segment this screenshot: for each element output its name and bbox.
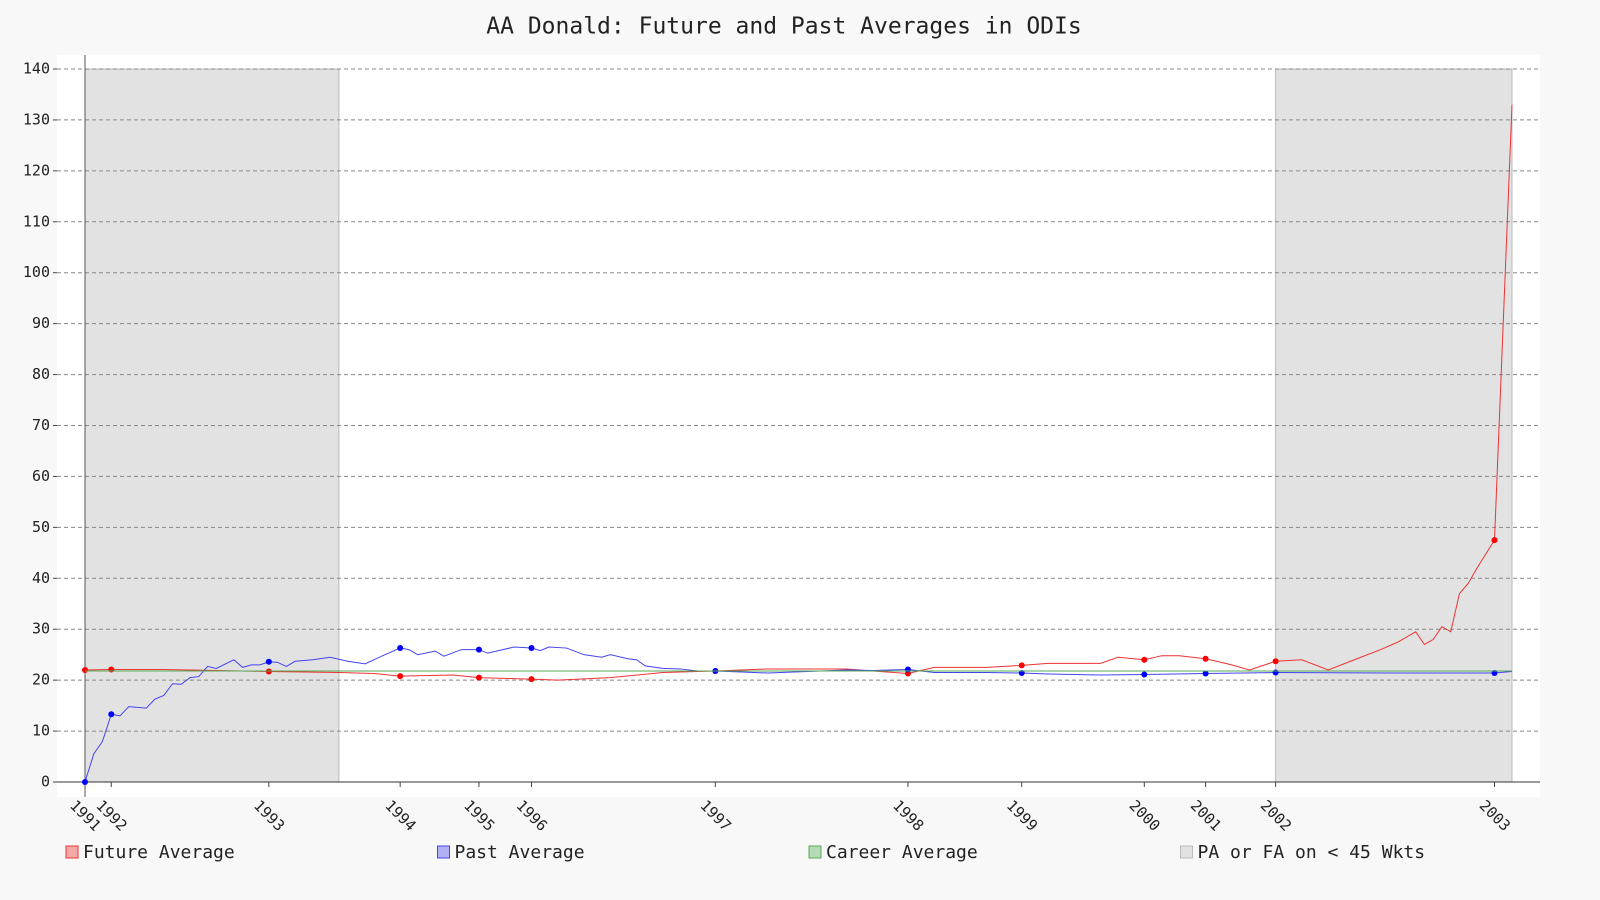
series-marker xyxy=(475,646,482,653)
y-tick-label: 50 xyxy=(32,518,50,536)
x-tick-label: 1993 xyxy=(250,797,288,835)
legend-label: Past Average xyxy=(455,842,585,863)
series-marker xyxy=(265,668,272,675)
series-marker xyxy=(1202,670,1209,677)
y-tick-label: 90 xyxy=(32,314,50,332)
x-tick-label: 1994 xyxy=(381,797,419,835)
y-tick-label: 70 xyxy=(32,416,50,434)
series-marker xyxy=(1141,656,1148,663)
series-marker xyxy=(265,658,272,665)
x-tick-label: 1998 xyxy=(889,797,927,835)
series-marker xyxy=(1018,670,1025,677)
y-tick-label: 30 xyxy=(32,620,50,638)
series-marker xyxy=(904,666,911,673)
x-tick-label: 2002 xyxy=(1257,797,1295,835)
series-marker xyxy=(397,645,404,652)
y-tick-label: 20 xyxy=(32,671,50,689)
y-tick-label: 40 xyxy=(32,569,50,587)
y-tick-label: 140 xyxy=(23,60,50,78)
series-marker xyxy=(1202,655,1209,662)
chart-title: AA Donald: Future and Past Averages in O… xyxy=(486,14,1081,40)
x-tick-label: 1995 xyxy=(460,797,498,835)
y-tick-label: 10 xyxy=(32,722,50,740)
series-marker xyxy=(1018,662,1025,669)
y-tick-label: 0 xyxy=(41,773,50,791)
x-tick-label: 1999 xyxy=(1003,797,1041,835)
y-tick-label: 120 xyxy=(23,161,50,179)
series-line xyxy=(84,104,1513,681)
x-tick-label: 1997 xyxy=(697,797,735,835)
legend-swatch xyxy=(808,845,822,859)
x-tick-label: 1996 xyxy=(513,797,551,835)
y-tick-label: 80 xyxy=(32,365,50,383)
series-marker xyxy=(528,676,535,683)
series-marker xyxy=(108,666,115,673)
x-tick-label: 2001 xyxy=(1187,797,1225,835)
series-marker xyxy=(1141,671,1148,678)
series-marker xyxy=(475,674,482,681)
series-marker xyxy=(82,666,88,673)
legend-swatch xyxy=(437,845,450,859)
x-tick-label: 2003 xyxy=(1476,797,1514,835)
series-marker xyxy=(397,673,404,680)
y-tick-label: 110 xyxy=(23,212,50,230)
legend-label: Future Average xyxy=(83,842,235,863)
x-tick-label: 2000 xyxy=(1126,797,1164,835)
y-tick-label: 100 xyxy=(23,263,50,281)
series-marker xyxy=(108,711,115,718)
series-marker xyxy=(1272,658,1279,665)
series-marker xyxy=(82,779,88,785)
y-tick-label: 130 xyxy=(23,110,50,128)
legend-label: Career Average xyxy=(826,842,978,863)
legend-swatch xyxy=(65,845,79,859)
legend-label: PA or FA on < 45 Wkts xyxy=(1198,842,1426,863)
series-marker xyxy=(1491,537,1498,544)
series-marker xyxy=(1491,670,1498,677)
series-marker xyxy=(1272,669,1279,676)
legend-swatch xyxy=(1180,845,1193,859)
y-tick-label: 60 xyxy=(32,467,50,485)
series-marker xyxy=(528,645,535,652)
